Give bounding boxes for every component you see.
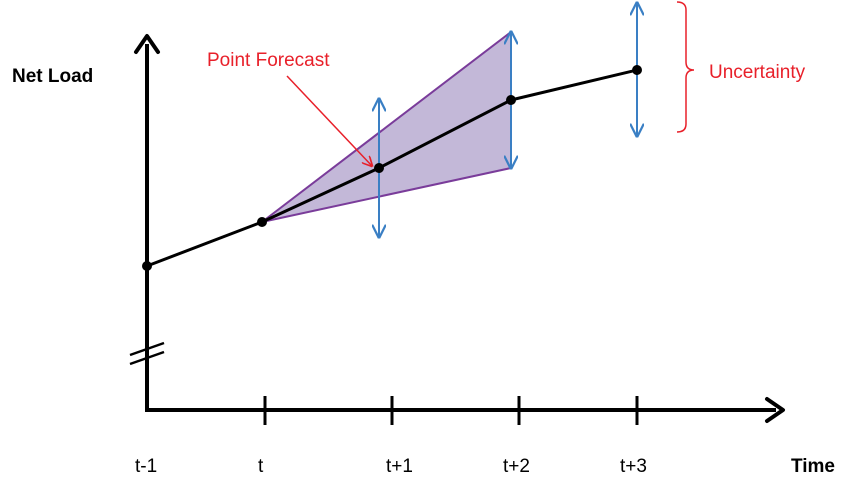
data-point-t-plus-1	[374, 163, 384, 173]
x-axis-arrowhead	[765, 397, 785, 423]
tick-label-t: t	[258, 456, 264, 477]
y-axis-label: Net Load	[12, 66, 93, 87]
axis-break-mark-2	[129, 350, 165, 366]
data-point-t-plus-3	[632, 65, 642, 75]
data-point-t-plus-2	[506, 95, 516, 105]
forecast-points	[142, 65, 642, 271]
uncertainty-label: Uncertainty	[709, 62, 806, 83]
data-point-t	[257, 217, 267, 227]
tick-label-t-plus-3: t+3	[620, 456, 647, 477]
point-forecast-label: Point Forecast	[207, 50, 330, 71]
tick-label-t-minus-1: t-1	[135, 456, 157, 477]
tick-label-t-plus-2: t+2	[503, 456, 530, 477]
tick-label-t-plus-1: t+1	[386, 456, 413, 477]
x-axis-label: Time	[791, 456, 835, 477]
axes	[129, 34, 785, 425]
point-forecast-pointer-arrow	[286, 75, 372, 166]
y-axis-arrowhead	[134, 34, 160, 54]
uncertainty-bracket	[676, 1, 695, 133]
axis-break-mark-1	[129, 341, 165, 357]
data-point-t-minus-1	[142, 261, 152, 271]
